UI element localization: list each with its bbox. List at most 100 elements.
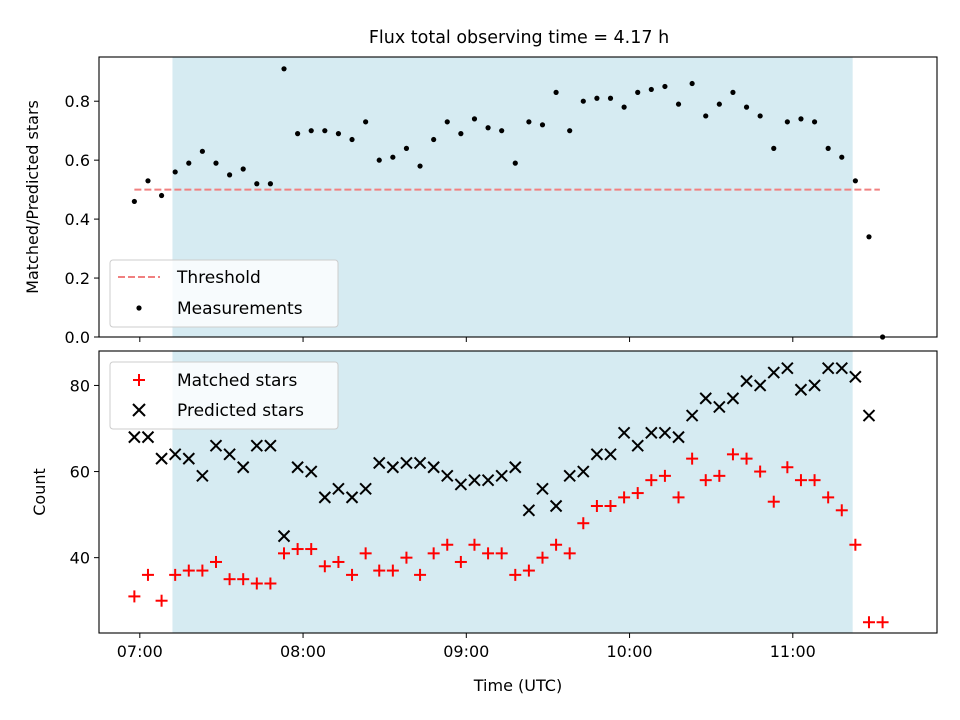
measurement-point [703,113,709,119]
measurement-point [363,119,369,125]
measurement-point [308,128,314,134]
measurement-point [784,119,790,125]
matched-stars-point [862,616,875,629]
matched-stars-point [454,555,467,568]
matched-stars-point [686,452,699,465]
predicted-stars-point [454,478,468,491]
measurement-point [499,128,505,134]
measurement-point [485,125,491,131]
predicted-stars-point [468,473,481,487]
count-y-ticks: 40 60 80 [70,376,99,568]
matched-stars-point [400,551,413,564]
y-tick-label: 40 [70,549,90,568]
measurement-point [417,163,423,169]
matched-legend-label: Matched stars [177,371,297,391]
predicted-stars-point [672,430,685,444]
measurement-point [444,119,450,125]
matched-stars-point [645,474,658,487]
matched-stars-point [522,564,535,577]
predicted-stars-point [835,362,848,375]
predicted-stars-point [590,448,604,461]
predicted-stars-point [794,383,808,396]
matched-stars-point [141,568,154,581]
measurement-point [580,98,586,104]
ratio-y-ticks: 0.0 0.2 0.4 0.6 0.8 [65,92,99,347]
matched-stars-point [740,452,753,465]
ratio-y-axis-label: Matched/Predicted stars [23,100,42,294]
matched-stars-point [223,573,236,586]
measurement-point [798,116,804,122]
matched-stars-point [209,555,222,568]
measurement-point [145,178,151,184]
matched-stars-point [155,594,168,607]
matched-stars-point [876,616,889,629]
predicted-stars-point [658,426,672,440]
matched-stars-point [264,577,277,590]
matched-stars-point [849,538,862,551]
measurement-point [811,119,818,125]
predicted-stars-point [604,448,617,461]
predicted-stars-point [413,456,427,470]
predicted-stars-point [767,366,780,379]
measurement-point [730,89,736,95]
predicted-stars-point [305,465,318,478]
count-legend: Matched stars Predicted stars [109,361,339,430]
x-axis-label: Time (UTC) [473,676,562,695]
measurement-point [226,172,233,178]
matched-stars-point [631,487,644,500]
measurement-point [349,136,355,143]
matched-stars-point [291,543,304,556]
measurement-point [852,178,858,184]
predicted-stars-point [141,430,155,444]
count-x-ticks: 07:00 08:00 09:00 10:00 11:00 [117,633,816,661]
matched-legend-swatch [133,374,145,386]
matched-stars-point [182,564,195,577]
matched-stars-point [699,474,712,487]
measurement-point [689,80,695,87]
predicted-stars-point [781,362,794,375]
predicted-stars-point [196,469,209,483]
measurement-point [567,128,573,134]
predicted-stars-point [359,482,372,495]
predicted-stars-point [481,473,495,487]
measurement-point [376,157,382,163]
matched-stars-point [414,568,427,581]
measurement-point [240,166,246,172]
measurement-point [267,181,274,187]
measurement-point [295,131,301,137]
predicted-stars-point [250,439,264,452]
measurement-point [621,104,627,110]
measurement-point [458,131,464,137]
predicted-stars-point [549,499,563,513]
predicted-stars-point [631,439,644,452]
predicted-stars-point [685,409,699,422]
measurement-point [158,192,165,199]
measurement-point [213,160,219,166]
measurement-point [675,101,682,107]
measurement-point [512,160,518,166]
ratio-x-ticks [139,337,794,342]
ratio-plot-frame [98,56,938,338]
x-tick-label: 07:00 [117,642,163,661]
measurement-point [403,145,410,151]
matched-stars-point [808,474,821,487]
predicted-stars-point [427,461,440,474]
matched-stars-point [822,491,835,504]
matched-stars-point [346,568,359,581]
y-tick-label: 0.4 [65,210,90,229]
matched-stars-point [468,538,481,551]
predicted-stars-point [236,461,250,474]
matched-stars-point [563,547,576,560]
measurement-point [716,101,722,107]
predicted-stars-point [128,430,141,444]
measurement-point [186,160,192,166]
threshold-legend-label: Threshold [176,268,261,288]
matched-stars-point [169,568,182,581]
predicted-stars-point [264,439,277,452]
ratio-panel: 0.00.20.40.60.8 Matched/Predicted stars … [23,56,938,347]
predicted-stars-point [753,379,767,392]
measurement-point [743,104,750,110]
predicted-stars-point [849,370,862,384]
matched-stars-point [781,461,794,474]
matched-stars-point [713,469,726,482]
